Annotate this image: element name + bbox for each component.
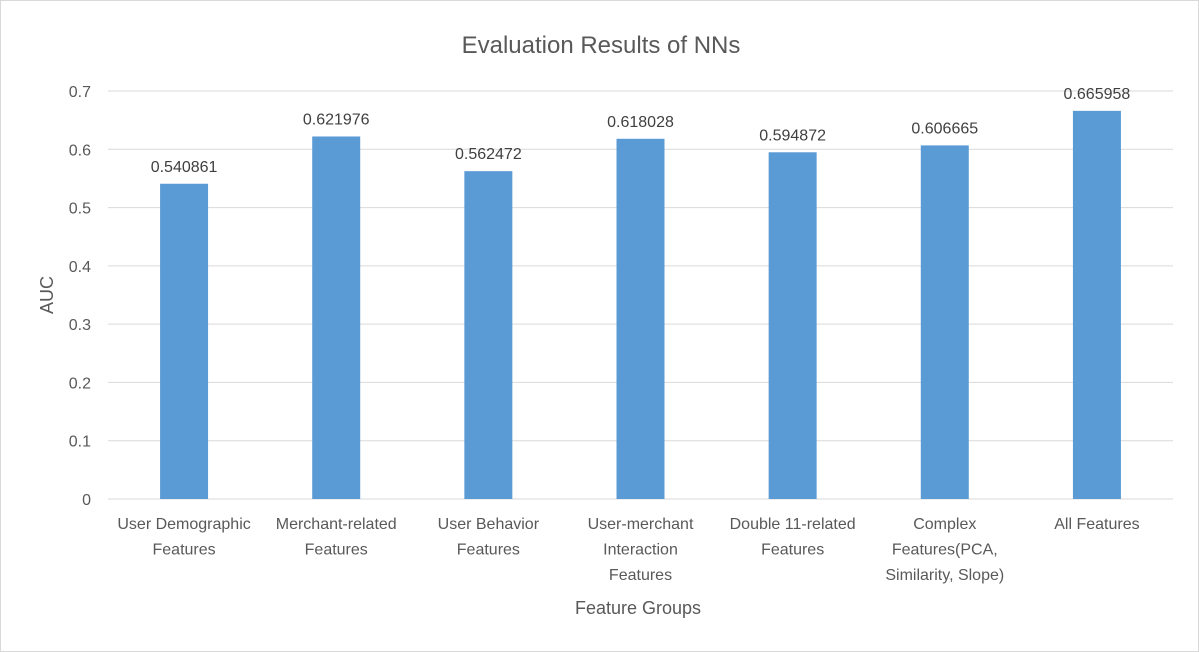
x-tick-label: User Demographic Features bbox=[117, 516, 250, 559]
x-tick-label-line: Features bbox=[305, 542, 368, 559]
y-tick-label: 0.6 bbox=[69, 142, 91, 159]
data-label: 0.621976 bbox=[303, 111, 370, 128]
bar bbox=[616, 138, 665, 500]
x-tick-label-line: Features(PCA, bbox=[892, 542, 998, 559]
x-tick-label-line: Complex bbox=[913, 516, 976, 533]
data-label: 0.562472 bbox=[455, 146, 522, 163]
x-tick-label: Double 11-related Features bbox=[730, 516, 856, 559]
bar bbox=[920, 145, 969, 499]
x-axis-title: Feature Groups bbox=[575, 598, 701, 618]
chart-title: Evaluation Results of NNs bbox=[462, 32, 741, 59]
bar bbox=[1072, 110, 1121, 500]
bar bbox=[768, 152, 817, 500]
data-label: 0.606665 bbox=[911, 120, 978, 137]
x-tick-label-line: Features bbox=[153, 542, 216, 559]
x-tick-label: Merchant-related Features bbox=[276, 516, 397, 559]
y-tick-label: 0.7 bbox=[69, 84, 91, 101]
x-tick-label-line: Features bbox=[457, 542, 520, 559]
y-tick-label: 0.1 bbox=[69, 434, 91, 451]
data-label: 0.594872 bbox=[759, 127, 826, 144]
x-tick-label-line: Interaction bbox=[603, 542, 678, 559]
y-tick-label: 0 bbox=[82, 492, 91, 509]
x-tick-label-line: User Behavior bbox=[438, 516, 540, 533]
x-tick-label-line: Features bbox=[609, 567, 672, 584]
x-tick-label: User Behavior Features bbox=[438, 516, 540, 559]
x-tick-label-line: User Demographic bbox=[117, 516, 250, 533]
x-tick-label-line: User-merchant bbox=[588, 516, 694, 533]
y-tick-label: 0.2 bbox=[69, 375, 91, 392]
x-tick-label-line: All Features bbox=[1054, 516, 1139, 533]
x-tick-label: All Features bbox=[1054, 516, 1139, 533]
bar bbox=[312, 136, 361, 499]
y-tick-label: 0.4 bbox=[69, 259, 91, 276]
bar bbox=[160, 183, 209, 499]
x-tick-label: Complex Features(PCA, Similarity, Slope) bbox=[885, 516, 1004, 584]
x-tick-label: User-merchant Interaction Features bbox=[588, 516, 694, 584]
y-tick-label: 0.3 bbox=[69, 317, 91, 334]
data-label: 0.665958 bbox=[1064, 86, 1131, 103]
x-tick-label-line: Similarity, Slope) bbox=[885, 567, 1004, 584]
x-tick-label-line: Merchant-related bbox=[276, 516, 397, 533]
bar bbox=[464, 171, 513, 499]
x-tick-label-line: Double 11-related bbox=[730, 516, 856, 533]
data-label: 0.618028 bbox=[607, 114, 674, 131]
x-tick-label-line: Features bbox=[761, 542, 824, 559]
data-label: 0.540861 bbox=[151, 159, 218, 176]
y-axis-title: AUC bbox=[37, 276, 57, 314]
y-tick-label: 0.5 bbox=[69, 201, 91, 218]
